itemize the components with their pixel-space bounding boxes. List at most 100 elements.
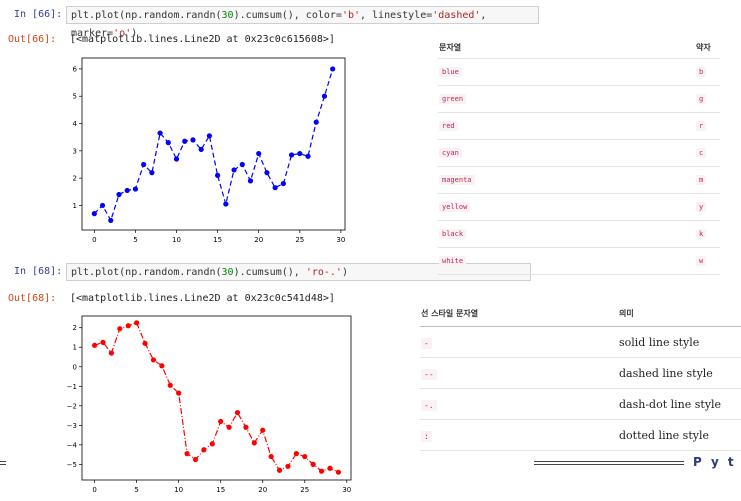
data-point [247,178,254,184]
table-header-cell: 약자 [695,36,720,59]
output-text-66: [<matplotlib.lines.Line2D at 0x23c0c6156… [70,34,335,45]
in-prompt-68: In [68]: [14,266,63,277]
table-header-row: 선 스타일 문자열 의미 [420,300,741,327]
y-tick-label: 2 [73,324,77,332]
y-tick-label: −1 [67,383,77,391]
data-point [176,390,182,396]
color-name: green [439,94,467,104]
data-point [231,167,237,173]
code-token: 'o' [113,28,132,39]
color-abbrev: w [696,256,707,266]
y-tick-label: 2 [73,175,77,183]
y-tick-label: 4 [73,120,78,128]
data-point [256,150,262,157]
y-tick-label: 1 [73,344,77,352]
table-row: -. dash-dot line style [420,388,741,420]
code-cell-68[interactable]: plt.plot(np.random.randn(30).cumsum(), '… [66,263,531,281]
data-point [293,451,299,457]
data-point [150,357,157,363]
code-cell-66[interactable]: plt.plot(np.random.randn(30).cumsum(), c… [66,6,539,39]
data-point [280,180,286,187]
color-abbrev: g [696,94,707,104]
data-point [302,453,308,460]
table-header-cell: 선 스타일 문자열 [420,300,618,327]
x-tick-label: 0 [92,486,96,494]
code-token: ) [341,267,348,278]
color-abbrev-table: 문자열 약자 blue b green g red r cyan c magenta m … [438,36,720,275]
output-text-68: [<matplotlib.lines.Line2D at 0x23c0c541d… [70,293,335,304]
code-token: ).cumsum(), color= [233,10,342,21]
y-tick-label: 0 [73,363,77,371]
data-point [243,424,249,430]
table-row: red r [438,112,720,140]
data-point [206,133,212,139]
data-point [285,463,291,469]
color-name: blue [439,67,462,77]
color-abbrev: b [696,67,707,77]
x-tick-label: 20 [258,486,267,494]
x-tick-label: 0 [92,236,96,244]
x-tick-label: 10 [172,236,181,244]
data-point [99,202,106,209]
y-tick-label: 3 [73,147,77,155]
line-style-code: -- [421,368,437,380]
data-point [91,211,97,217]
data-point [226,424,232,430]
data-point [134,320,140,326]
data-point [310,461,316,467]
plot-frame [81,57,346,231]
data-point [268,453,274,460]
table-row: green g [438,85,720,113]
line-style-meaning: dashed line style [618,357,741,389]
x-tick-label: 30 [336,236,345,244]
x-tick-label: 15 [213,236,222,244]
table-row: cyan c [438,139,720,167]
data-point [223,201,229,207]
data-point [215,172,221,178]
code-token: plt.plot(np.random.randn( [71,10,222,21]
data-point [251,440,257,446]
data-point [305,153,311,159]
data-point [201,447,207,453]
x-tick-label: 10 [174,486,183,494]
code-token: , marker= [71,10,487,39]
line-style-table: 선 스타일 문자열 의미 - solid line style -- dashed … [420,300,741,451]
color-abbrev: r [696,121,707,131]
y-tick-label: −2 [67,402,77,410]
data-point [125,323,131,329]
x-tick-label: 5 [134,486,138,494]
y-tick-label: 5 [73,93,77,101]
table-header-row: 문자열 약자 [438,36,720,59]
data-point [182,138,188,144]
code-token: 30 [221,267,234,278]
table-row: - solid line style [420,326,741,358]
color-name: white [439,256,467,266]
y-tick-label: −4 [67,441,78,449]
data-point [190,137,196,143]
table-row: -- dashed line style [420,357,741,389]
color-name: cyan [439,148,462,158]
data-point [318,468,325,474]
table-header-cell: 의미 [618,300,741,327]
data-point [124,187,130,194]
color-name: red [439,121,458,131]
x-tick-label: 5 [133,236,137,244]
data-point [192,456,199,463]
code-token: plt.plot(np.random.randn( [71,267,222,278]
color-abbrev: m [696,175,707,185]
color-name: magenta [439,175,475,185]
color-abbrev: k [696,229,707,239]
color-name: yellow [439,202,471,212]
data-point [276,467,283,473]
data-point [209,441,215,447]
table-row: : dotted line style [420,419,741,451]
code-token: , linestyle= [360,10,433,21]
x-tick-label: 25 [300,486,309,494]
y-tick-label: −3 [67,422,77,430]
line-style-meaning: solid line style [618,326,741,358]
line-style-code: -. [421,399,437,411]
data-point [165,140,171,146]
data-point [157,130,163,136]
y-tick-label: −5 [67,461,77,469]
